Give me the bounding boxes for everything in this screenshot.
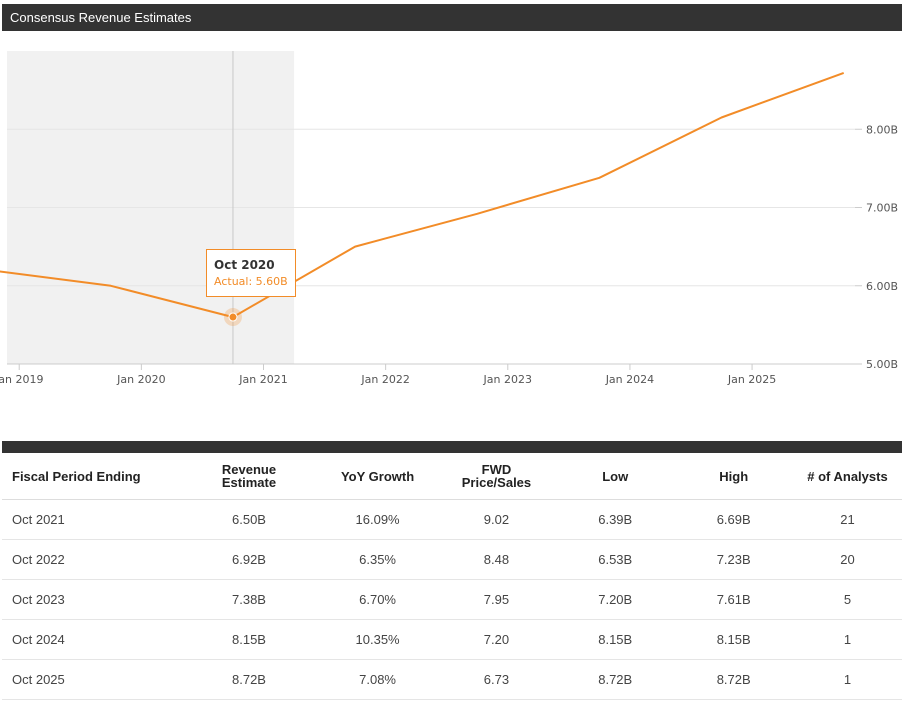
chart-title: Consensus Revenue Estimates [10,10,192,25]
x-tick-label: Jan 2019 [0,373,43,386]
y-tick-label: 6.00B [866,280,898,293]
tooltip-value: Actual: 5.60B [214,275,288,288]
table-cell: 9.02 [436,499,556,540]
table-cell: 5 [792,579,902,620]
y-tick-label: 7.00B [866,202,898,215]
table-cell: 7.61B [674,579,793,620]
table-cell: 8.72B [179,659,319,700]
table-cell: 6.92B [179,539,319,580]
table-cell: 7.38B [179,579,319,620]
table-cell: Oct 2023 [2,579,180,620]
column-header: YoY Growth [318,453,437,500]
y-tick-label: 5.00B [866,358,898,371]
table-cell: 6.69B [674,499,793,540]
highlight-point [228,312,238,322]
table-cell: Oct 2024 [2,619,180,660]
table-cell: 20 [792,539,902,580]
table-cell: 6.39B [556,499,675,540]
table-cell: 8.15B [179,619,319,660]
column-header: High [674,453,793,500]
table-cell: 8.15B [556,619,675,660]
column-header: Low [556,453,675,500]
table-cell: 1 [792,659,902,700]
table-cell: 6.70% [318,579,437,620]
chart-title-bar: Consensus Revenue Estimates [2,4,902,31]
revenue-series-line [0,71,845,319]
table-row: Oct 2022 6.92B 6.35% 8.48 6.53B 7.23B 20 [2,539,902,580]
table-row: Oct 2021 6.50B 16.09% 9.02 6.39B 6.69B 21 [2,499,902,540]
x-tick-label: Jan 2022 [360,373,409,386]
table-cell: 10.35% [318,619,437,660]
column-header: Revenue Estimate [179,453,319,500]
revenue-chart[interactable]: 5.00B 6.00B 7.00B 8.00B Jan 2019 Jan 2020 Jan … [0,0,905,400]
table-cell: Oct 2025 [2,659,180,700]
x-tick-label: Jan 2021 [238,373,287,386]
table-cell: 7.20B [556,579,675,620]
column-header: Fiscal Period Ending [2,453,180,500]
estimates-table: Fiscal Period Ending Revenue Estimate YoY G… [2,453,902,700]
table-cell: 21 [792,499,902,540]
chart-tooltip: Oct 2020 Actual: 5.60B [206,249,296,297]
table-cell: 7.08% [318,659,437,700]
table-cell: 1 [792,619,902,660]
table-header-row: Fiscal Period Ending Revenue Estimate YoY G… [2,453,902,500]
table-row: Oct 2024 8.15B 10.35% 7.20 8.15B 8.15B 1 [2,619,902,660]
table-cell: 8.15B [674,619,793,660]
tooltip-period: Oct 2020 [214,258,275,272]
column-header: FWD Price/Sales [436,453,556,500]
table-cell: 7.23B [674,539,793,580]
x-tick-label: Jan 2025 [727,373,776,386]
x-tick-label: Jan 2024 [605,373,654,386]
table-cell: 7.20 [436,619,556,660]
column-header: # of Analysts [792,453,902,500]
table-cell: 16.09% [318,499,437,540]
table-cell: 7.95 [436,579,556,620]
table-cell: 6.53B [556,539,675,580]
table-row: Oct 2025 8.72B 7.08% 6.73 8.72B 8.72B 1 [2,659,902,700]
table-cell: 8.72B [556,659,675,700]
table-row: Oct 2023 7.38B 6.70% 7.95 7.20B 7.61B 5 [2,579,902,620]
table-cell: 8.72B [674,659,793,700]
table-cell: Oct 2022 [2,539,180,580]
table-cell: 6.73 [436,659,556,700]
table-header-bar [2,441,902,453]
x-tick-label: Jan 2020 [116,373,165,386]
x-tick-label: Jan 2023 [483,373,532,386]
table-cell: Oct 2021 [2,499,180,540]
table-cell: 6.35% [318,539,437,580]
table-cell: 6.50B [179,499,319,540]
y-tick-label: 8.00B [866,123,898,136]
table-cell: 8.48 [436,539,556,580]
